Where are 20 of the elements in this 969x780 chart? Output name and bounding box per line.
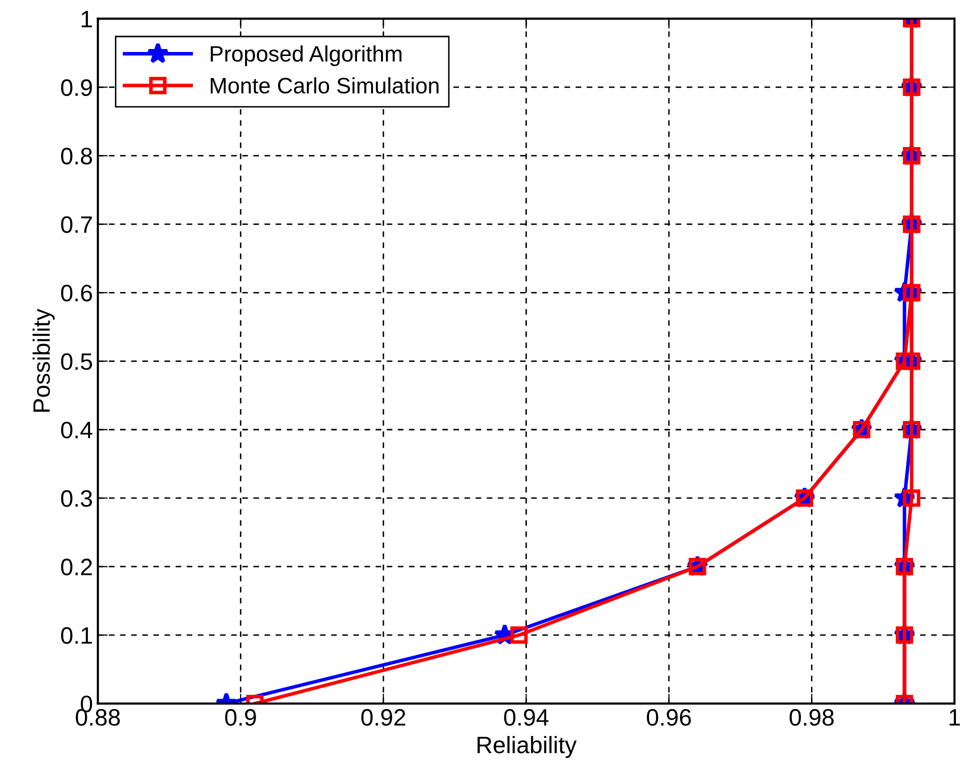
legend-label: Monte Carlo Simulation xyxy=(210,77,439,94)
y-tick-label: 0.5 xyxy=(61,353,92,370)
x-axis-title: Reliability xyxy=(478,736,577,758)
y-tick-label: 1 xyxy=(82,11,92,28)
x-tick-label: 0.92 xyxy=(361,709,406,726)
y-tick-label: 0.7 xyxy=(61,216,92,233)
y-tick-label: 0.3 xyxy=(61,490,92,507)
x-tick-label: 0.98 xyxy=(790,709,834,726)
x-tick-label: 0.94 xyxy=(504,709,548,726)
x-tick-label: 0.96 xyxy=(646,709,691,726)
y-tick-label: 0.1 xyxy=(61,627,92,644)
y-tick-label: 0.9 xyxy=(61,79,92,96)
legend-label: Proposed Algorithm xyxy=(210,45,402,66)
x-tick-label: 0.9 xyxy=(225,709,256,726)
y-tick-label: 0.6 xyxy=(61,284,92,302)
x-tick-label: 1 xyxy=(950,709,960,726)
y-tick-label: 0.2 xyxy=(61,558,92,576)
y-axis-title: Possibility xyxy=(32,308,55,412)
y-tick-label: 0.8 xyxy=(61,148,92,164)
y-tick-label: 0.4 xyxy=(61,422,92,438)
